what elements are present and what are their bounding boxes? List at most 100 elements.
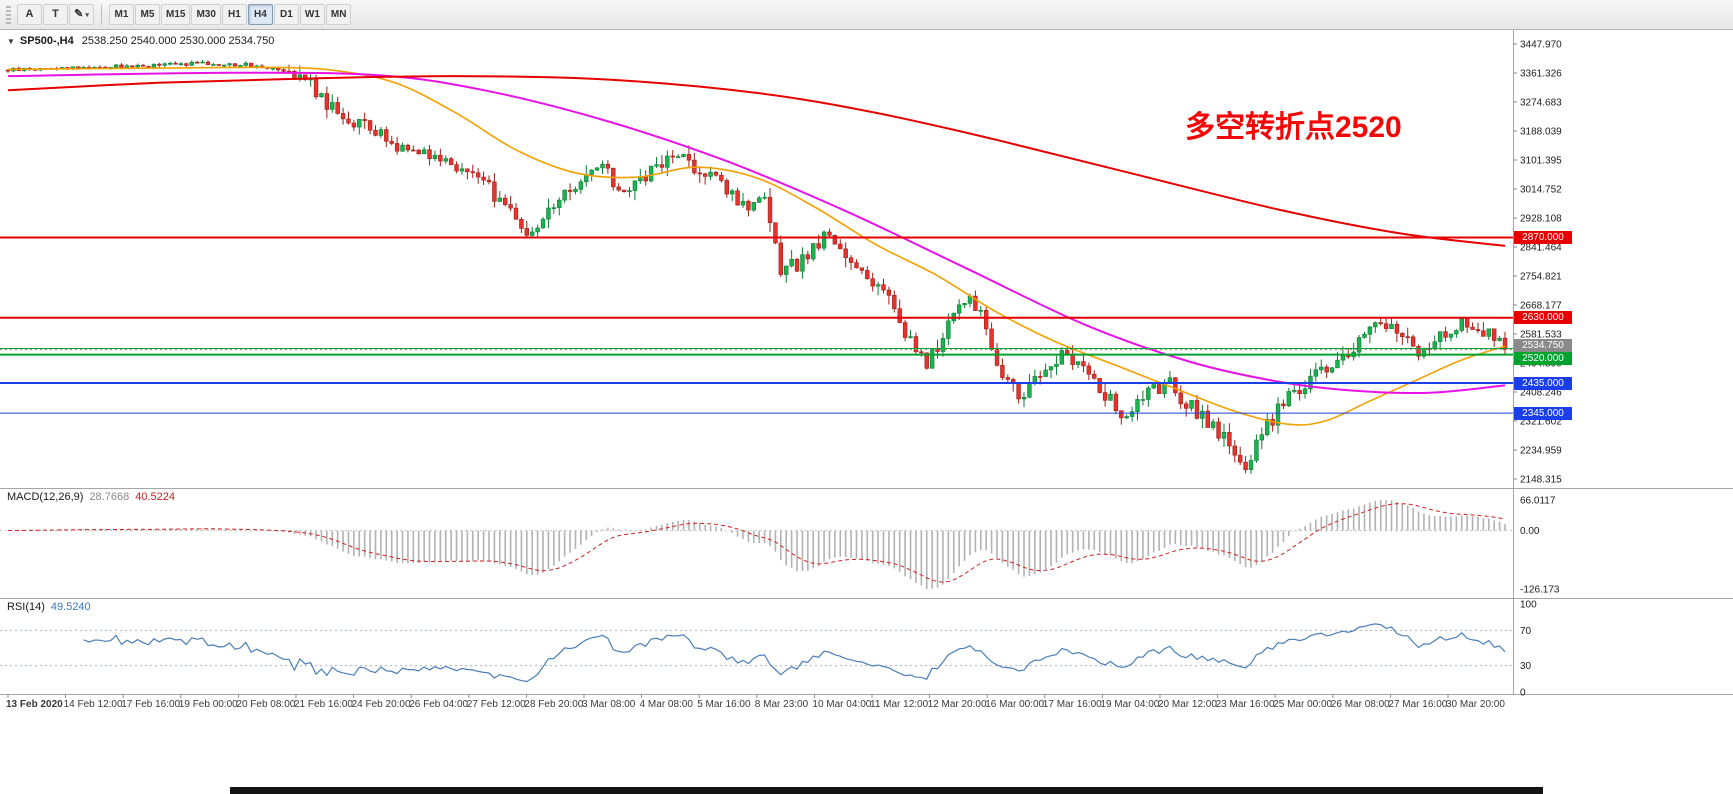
timeframe-M30-button[interactable]: M30 <box>191 4 221 25</box>
svg-text:3188.039: 3188.039 <box>1520 127 1562 138</box>
svg-text:2928.108: 2928.108 <box>1520 214 1562 225</box>
ma-fast-line <box>7 66 1506 426</box>
svg-text:2408.246: 2408.246 <box>1520 388 1562 399</box>
svg-text:-126.173: -126.173 <box>1520 585 1560 596</box>
rsi-plot <box>0 623 1513 683</box>
ma-medium-line <box>7 71 1506 395</box>
svg-text:25 Mar 00:00: 25 Mar 00:00 <box>1273 699 1332 710</box>
price-axis[interactable]: 3447.970 3361.326 3274.683 3188.039 3101.395… <box>1513 40 1562 699</box>
svg-text:3447.970: 3447.970 <box>1520 40 1562 51</box>
timeframe-M1-button[interactable]: M1 <box>109 4 134 25</box>
text-tool-button[interactable]: A <box>17 4 42 25</box>
panel-separators <box>0 30 1733 695</box>
timeframe-W1-button[interactable]: W1 <box>299 4 325 25</box>
dropdown-arrow-icon: ▾ <box>85 12 89 19</box>
svg-text:12 Mar 20:00: 12 Mar 20:00 <box>928 699 987 710</box>
svg-text:13 Feb 2020: 13 Feb 2020 <box>6 699 63 710</box>
svg-text:8 Mar 23:00: 8 Mar 23:00 <box>755 699 809 710</box>
svg-text:20 Feb 08:00: 20 Feb 08:00 <box>236 699 295 710</box>
rsi-value: 49.5240 <box>50 601 91 613</box>
chart-annotation-text[interactable]: 多空转折点2520 <box>1185 111 1402 144</box>
horizontal-line-objects[interactable] <box>0 236 1513 414</box>
main-toolbar: A T ✎ ▾ M1 M5 M15 M30 H1 H4 D1 W1 MN <box>0 0 1733 30</box>
drawing-tools-group: A T ✎ ▾ <box>17 4 94 25</box>
svg-text:14 Feb 12:00: 14 Feb 12:00 <box>64 699 123 710</box>
svg-text:70: 70 <box>1520 626 1532 637</box>
svg-text:66.0117: 66.0117 <box>1520 496 1556 507</box>
svg-text:26 Mar 08:00: 26 Mar 08:00 <box>1331 699 1390 710</box>
svg-text:5 Mar 16:00: 5 Mar 16:00 <box>697 699 751 710</box>
svg-text:3 Mar 08:00: 3 Mar 08:00 <box>582 699 636 710</box>
timeframe-H1-button[interactable]: H1 <box>221 4 247 25</box>
timeframe-MN-button[interactable]: MN <box>325 4 352 25</box>
svg-text:3274.683: 3274.683 <box>1520 98 1562 109</box>
svg-text:3101.395: 3101.395 <box>1520 156 1562 167</box>
svg-text:2321.602: 2321.602 <box>1520 417 1562 428</box>
symbol-title: SP500-,H4 <box>19 35 74 47</box>
svg-text:2841.464: 2841.464 <box>1520 243 1562 254</box>
price-level-box-2520.000[interactable]: 2520.000 <box>1514 352 1572 366</box>
toolbar-separator <box>101 4 102 25</box>
timeframe-buttons-group: M1 M5 M15 M30 H1 H4 D1 W1 MN <box>109 4 352 25</box>
symbol-dropdown-icon[interactable]: ▼ <box>7 37 15 46</box>
macd-header: MACD(12,26,9) 28.7668 40.5224 <box>7 491 181 503</box>
ma-slow-line <box>7 75 1506 247</box>
macd-plot <box>0 499 1513 590</box>
svg-text:30: 30 <box>1520 661 1532 672</box>
macd-signal-line <box>7 503 1506 583</box>
timeframe-M15-button[interactable]: M15 <box>161 4 191 25</box>
svg-text:0: 0 <box>1520 688 1526 699</box>
symbol-ohlc-values: 2538.250 2540.000 2530.000 2534.750 <box>81 35 275 47</box>
svg-text:3361.326: 3361.326 <box>1520 69 1562 80</box>
svg-text:19 Feb 00:00: 19 Feb 00:00 <box>179 699 238 710</box>
price-level-box-2435.000[interactable]: 2435.000 <box>1514 376 1572 390</box>
timeframe-D1-button[interactable]: D1 <box>273 4 299 25</box>
rsi-label: RSI(14) <box>7 601 45 613</box>
taskbar-strip <box>230 787 1543 794</box>
macd-main-value: 28.7668 <box>89 491 130 503</box>
draw-tool-button[interactable]: ✎ ▾ <box>69 4 94 25</box>
svg-text:26 Feb 04:00: 26 Feb 04:00 <box>409 699 468 710</box>
svg-text:17 Feb 16:00: 17 Feb 16:00 <box>121 699 180 710</box>
svg-text:27 Mar 16:00: 27 Mar 16:00 <box>1388 699 1447 710</box>
candles <box>5 59 1508 474</box>
macd-label: MACD(12,26,9) <box>7 491 84 503</box>
svg-text:2234.959: 2234.959 <box>1520 446 1562 457</box>
svg-text:2668.177: 2668.177 <box>1520 301 1562 312</box>
svg-text:16 Mar 00:00: 16 Mar 00:00 <box>985 699 1044 710</box>
macd-histogram <box>12 499 1506 590</box>
svg-text:11 Mar 12:00: 11 Mar 12:00 <box>870 699 929 710</box>
moving-average-lines <box>7 66 1506 426</box>
svg-text:28 Feb 20:00: 28 Feb 20:00 <box>524 699 583 710</box>
price-level-box-2870.000[interactable]: 2870.000 <box>1514 230 1572 244</box>
timeframe-M5-button[interactable]: M5 <box>135 4 160 25</box>
svg-text:0.00: 0.00 <box>1520 526 1540 537</box>
svg-text:30 Mar 20:00: 30 Mar 20:00 <box>1446 699 1505 710</box>
rsi-line <box>83 623 1506 683</box>
svg-text:3014.752: 3014.752 <box>1520 185 1562 196</box>
svg-text:20 Mar 12:00: 20 Mar 12:00 <box>1158 699 1217 710</box>
macd-signal-value: 40.5224 <box>135 491 175 503</box>
textbox-tool-button[interactable]: T <box>43 4 68 25</box>
timeframe-H4-button[interactable]: H4 <box>247 4 273 25</box>
price-level-box-2630.000[interactable]: 2630.000 <box>1514 311 1572 325</box>
svg-text:10 Mar 04:00: 10 Mar 04:00 <box>812 699 871 710</box>
price-level-box-2534.750[interactable]: 2534.750 <box>1514 339 1572 353</box>
svg-text:19 Mar 04:00: 19 Mar 04:00 <box>1100 699 1159 710</box>
svg-text:24 Feb 20:00: 24 Feb 20:00 <box>352 699 411 710</box>
svg-text:2148.315: 2148.315 <box>1520 475 1562 486</box>
svg-text:21 Feb 16:00: 21 Feb 16:00 <box>294 699 353 710</box>
svg-text:2581.533: 2581.533 <box>1520 330 1562 341</box>
chart-symbol-line: ▼ SP500-,H4 2538.250 2540.000 2530.000 253… <box>7 35 274 47</box>
rsi-header: RSI(14) 49.5240 <box>7 601 97 613</box>
toolbar-drag-handle[interactable] <box>6 5 11 24</box>
svg-text:17 Mar 16:00: 17 Mar 16:00 <box>1043 699 1102 710</box>
svg-text:23 Mar 16:00: 23 Mar 16:00 <box>1216 699 1275 710</box>
svg-text:27 Feb 12:00: 27 Feb 12:00 <box>467 699 526 710</box>
svg-text:2754.821: 2754.821 <box>1520 272 1562 283</box>
price-level-box-2345.000[interactable]: 2345.000 <box>1514 406 1572 420</box>
svg-text:100: 100 <box>1520 600 1537 611</box>
